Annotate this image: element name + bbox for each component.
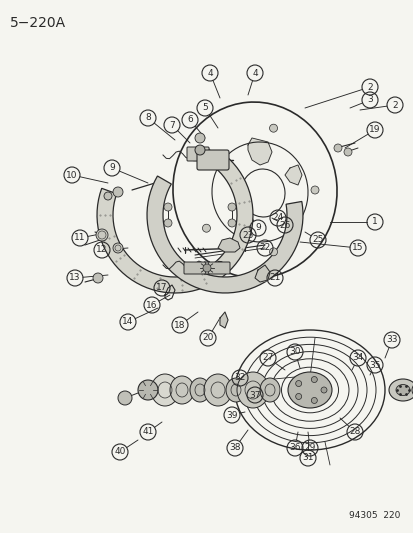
Text: 18: 18 [174,320,185,329]
Text: 37: 37 [249,391,260,400]
Text: 25: 25 [311,236,323,245]
Text: 4: 4 [252,69,257,77]
Text: 39: 39 [225,410,237,419]
Circle shape [202,264,211,272]
Text: 10: 10 [66,171,78,180]
Circle shape [202,148,210,156]
Circle shape [113,243,123,253]
Circle shape [138,380,158,400]
Text: 24: 24 [272,214,283,222]
Ellipse shape [259,378,279,402]
Text: 31: 31 [301,454,313,463]
Text: 36: 36 [289,443,300,453]
Ellipse shape [388,379,413,401]
Ellipse shape [151,374,178,406]
Circle shape [333,144,341,152]
Circle shape [343,148,351,156]
Circle shape [295,393,301,399]
Text: 21: 21 [269,273,280,282]
Text: 30: 30 [289,348,300,357]
Text: 41: 41 [142,427,153,437]
Text: 23: 23 [242,230,253,239]
Text: 2: 2 [366,83,372,92]
Text: 28: 28 [349,427,360,437]
Circle shape [310,186,318,194]
Circle shape [164,219,171,227]
Text: 17: 17 [156,284,167,293]
Text: 16: 16 [146,301,157,310]
Ellipse shape [225,378,245,402]
Polygon shape [218,238,240,252]
Polygon shape [254,265,269,282]
Text: 32: 32 [234,374,245,383]
Circle shape [269,248,277,256]
Circle shape [311,398,316,403]
Polygon shape [284,165,301,185]
Circle shape [195,133,204,143]
Text: 9: 9 [109,164,114,173]
Circle shape [195,145,204,155]
Text: 2: 2 [391,101,397,109]
Text: 5−220A: 5−220A [10,16,66,30]
Circle shape [164,203,171,211]
Ellipse shape [287,372,331,408]
Text: 3: 3 [366,95,372,104]
Circle shape [202,224,210,232]
Circle shape [104,192,112,200]
Polygon shape [97,155,252,293]
Ellipse shape [170,376,194,404]
Ellipse shape [395,384,409,395]
Text: 6: 6 [187,116,192,125]
Text: 22: 22 [259,244,270,253]
Text: 35: 35 [368,360,380,369]
Circle shape [93,273,103,283]
Text: 26: 26 [279,221,290,230]
Polygon shape [247,138,271,165]
FancyBboxPatch shape [187,147,209,161]
Circle shape [320,387,326,393]
Text: 13: 13 [69,273,81,282]
Circle shape [311,376,316,383]
Circle shape [295,381,301,386]
Ellipse shape [411,381,413,399]
Text: 20: 20 [202,334,213,343]
Text: 1: 1 [371,217,377,227]
Text: 12: 12 [96,246,107,254]
Text: 11: 11 [74,233,85,243]
Circle shape [96,229,108,241]
Text: 5: 5 [202,103,207,112]
FancyBboxPatch shape [183,262,230,274]
Text: 34: 34 [351,353,363,362]
Text: 9: 9 [254,223,260,232]
Ellipse shape [190,378,209,402]
Text: 38: 38 [229,443,240,453]
Circle shape [118,391,132,405]
Text: 14: 14 [122,318,133,327]
Text: 40: 40 [114,448,126,456]
Text: 33: 33 [385,335,397,344]
Circle shape [228,203,235,211]
Text: 4: 4 [206,69,212,77]
Circle shape [113,187,123,197]
Ellipse shape [204,374,231,406]
Text: 15: 15 [351,244,363,253]
Text: 8: 8 [145,114,150,123]
Circle shape [228,219,235,227]
Text: 7: 7 [169,120,174,130]
Text: 94305  220: 94305 220 [348,511,399,520]
Polygon shape [219,312,228,328]
FancyBboxPatch shape [197,150,228,170]
Text: 29: 29 [304,443,315,453]
Circle shape [269,124,277,132]
Text: 19: 19 [368,125,380,134]
Text: 27: 27 [262,353,273,362]
Polygon shape [147,176,302,293]
Ellipse shape [236,372,268,408]
